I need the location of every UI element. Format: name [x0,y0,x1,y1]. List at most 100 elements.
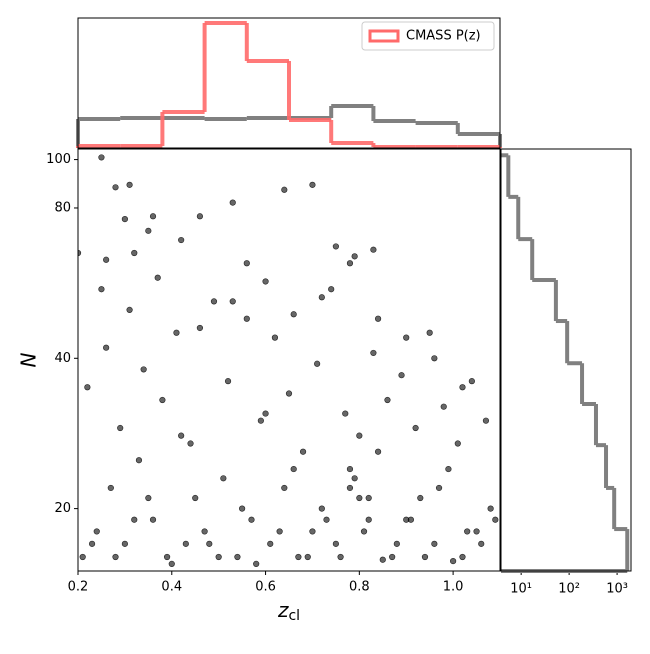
point [295,553,302,561]
point [262,410,269,417]
point [365,516,372,523]
point [220,475,227,482]
point [323,516,330,523]
point [149,213,157,220]
point [182,540,189,547]
point [435,484,443,492]
point [412,424,419,432]
point [417,494,424,502]
x-tick-label: 0.4 [161,580,182,595]
legend-label: CMASS P(z) [406,29,481,44]
point [314,360,321,367]
point [84,384,91,391]
point [93,528,100,535]
point [318,294,325,301]
point [445,465,452,473]
x-axis-label-subscript: cl [288,608,300,624]
point [482,417,490,424]
point [168,560,175,567]
point [112,553,119,561]
point [464,528,471,535]
point [403,334,410,341]
point [346,484,354,492]
point [135,457,143,464]
y-tick-label: 20 [54,501,71,516]
x-tick-label: 0.8 [349,580,370,595]
point [149,516,157,523]
point [257,417,264,424]
point [346,465,354,473]
point [440,403,447,410]
x-tick-label: 1.0 [443,580,464,595]
plot-frame [77,17,501,149]
x-axis-label: zcl [277,598,300,625]
point [262,278,269,285]
point [239,505,246,512]
point [140,366,147,373]
point [299,448,307,455]
point [267,540,274,547]
point [459,384,466,391]
x-tick-label: 10² [558,582,580,597]
point [88,540,96,547]
point [351,253,358,260]
point [393,540,400,547]
point [478,540,485,547]
point [126,306,133,314]
point [342,410,349,417]
point [370,246,377,253]
point [421,553,429,561]
point [178,432,185,439]
point [192,494,199,502]
point [407,516,415,523]
point [196,213,204,220]
point [117,424,124,432]
point [346,260,354,267]
point [271,334,279,341]
point [450,558,457,565]
point [473,528,480,535]
point [145,227,152,234]
legend-box [361,21,495,51]
point [224,378,232,385]
y-tick-label: 40 [54,351,71,366]
point [332,243,339,250]
point [309,181,316,188]
point [145,494,152,502]
point [187,440,194,447]
point [290,311,297,318]
point [107,484,114,492]
point [98,154,105,161]
point [253,560,260,567]
point [248,516,255,523]
point [370,349,377,357]
point [492,516,499,523]
point [78,249,82,257]
point [304,553,311,561]
point [379,556,386,563]
point [365,494,372,502]
plot-frame [77,148,501,572]
point [389,553,396,561]
point [332,540,339,547]
point [431,355,438,362]
point [243,315,250,322]
point [103,344,110,351]
point [243,260,250,267]
point [351,475,358,482]
point [79,553,86,561]
point [201,528,208,535]
point [309,528,316,535]
x-tick-label: 0.6 [255,580,276,595]
point [459,553,466,561]
point [318,505,325,512]
x-tick-label: 0.2 [68,580,89,595]
point [426,329,433,336]
x-axis-label-main: z [277,598,289,622]
point [196,324,204,332]
point [229,298,236,305]
point [131,516,138,523]
point [103,256,110,263]
